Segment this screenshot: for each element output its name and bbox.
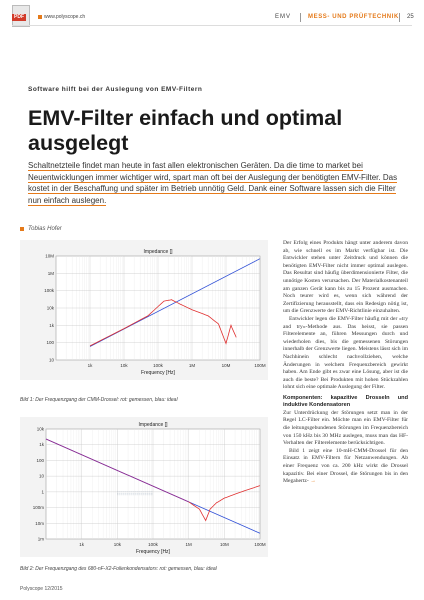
page-number: 25 [407, 14, 414, 20]
y-tick-label: 10k [47, 306, 55, 311]
chart-x2-capacitor: 1k 10k 100k 1M 10M 100M 10k 1k 100 10 1 100m 10m 1m Im… [20, 417, 268, 557]
series-line [188, 485, 261, 522]
x-tick-label: 10k [114, 542, 122, 547]
y-tick-label: 100k [44, 288, 55, 293]
continue-arrow-icon[interactable]: → [310, 478, 316, 485]
x-tick-label: 100k [148, 542, 159, 547]
y-tick-label: 10 [39, 474, 45, 479]
pdf-label: PDF [12, 14, 26, 21]
y-tick-label: 10k [37, 427, 45, 432]
body-paragraph: Bild 1 zeigt eine 10-mH-CMM-Drossel für … [283, 448, 408, 486]
y-tick-label: 10M [45, 254, 54, 259]
x-tick-label: 1k [88, 363, 94, 368]
x-tick-label: 100k [153, 363, 164, 368]
series-line [89, 299, 237, 347]
y-tick-label: 100m [33, 505, 45, 510]
author-bullet-icon [20, 227, 24, 231]
section-title: MESS- UND PRÜFTECHNIK [308, 14, 399, 20]
x-tick-label: 100M [254, 363, 266, 368]
body-paragraph: Zur Unterdrückung der Störungen setzt ma… [283, 409, 408, 447]
y-tick-label: 10m [35, 521, 44, 526]
bullet-icon [38, 15, 42, 19]
pdf-icon[interactable]: PDF [12, 5, 30, 27]
y-tick-label: 1M [48, 271, 55, 276]
chart-1-svg: 1k 10k 100k 1M 10M 100M 10M 1M 100k 10k 1k 100 10 Imp… [44, 249, 266, 376]
x-axis-label: Frequency [Hz] [136, 549, 171, 555]
header-divider [300, 13, 301, 22]
x-axis-label: Frequency [Hz] [141, 370, 176, 376]
caption-2: Bild 2: Der Frequenzgang des 680-nF-X2-F… [20, 566, 217, 572]
body-column: Der Erfolg eines Produkts hängt unter an… [283, 240, 408, 486]
x-tick-label: 10k [120, 363, 128, 368]
y-tick-label: 1 [41, 489, 44, 494]
x-tick-label: 1M [189, 363, 196, 368]
body-paragraph: Der Erfolg eines Produkts hängt unter an… [283, 240, 408, 315]
chart-title: Impedance [] [144, 249, 174, 255]
y-tick-label: 1m [38, 537, 45, 542]
chart-title: Impedance [] [139, 422, 169, 428]
x-tick-label: 1M [186, 542, 193, 547]
x-tick-label: 10M [220, 542, 229, 547]
x-tick-label: 10M [222, 363, 231, 368]
x-tick-label: 1k [79, 542, 85, 547]
chart-cmm-choke: 1k 10k 100k 1M 10M 100M 10M 1M 100k 10k 1k 100 10 Imp… [20, 240, 268, 380]
site-url[interactable]: www.polyscope.ch [44, 14, 86, 20]
header-rule [12, 25, 412, 26]
y-tick-label: 1k [39, 442, 45, 447]
x-tick-label: 100M [254, 542, 266, 547]
y-tick-label: 10 [49, 358, 55, 363]
chart-2-svg: 1k 10k 100k 1M 10M 100M 10k 1k 100 10 1 100m 10m 1m Im… [33, 422, 266, 555]
section-emv: EMV [275, 14, 292, 20]
article-kicker: Software hilft bei der Auslegung von EMV… [28, 86, 203, 93]
y-tick-label: 100 [46, 340, 54, 345]
series-line [45, 438, 189, 503]
header-divider [399, 13, 400, 22]
article-author: Tobias Hofer [28, 226, 62, 232]
y-tick-label: 1k [49, 323, 55, 328]
body-paragraph: Entwickler legen die EMV-Filter häufig m… [283, 315, 408, 391]
subheading: Komponenten: kapazitive Drosseln und ind… [283, 394, 408, 408]
article-lead: Schaltnetzteile findet man heute in fast… [28, 160, 408, 206]
y-tick-label: 100 [36, 458, 44, 463]
article-title: EMV-Filter einfach und optimal ausgelegt [28, 106, 343, 155]
caption-1: Bild 1: Der Frequenzgang der CMM-Drossel… [20, 397, 178, 403]
lead-text: Schaltnetzteile findet man heute in fast… [28, 161, 398, 206]
footer-issue: Polyscope 12/2015 [20, 586, 63, 592]
body-text: Bild 1 zeigt eine 10-mH-CMM-Drossel für … [283, 447, 408, 485]
